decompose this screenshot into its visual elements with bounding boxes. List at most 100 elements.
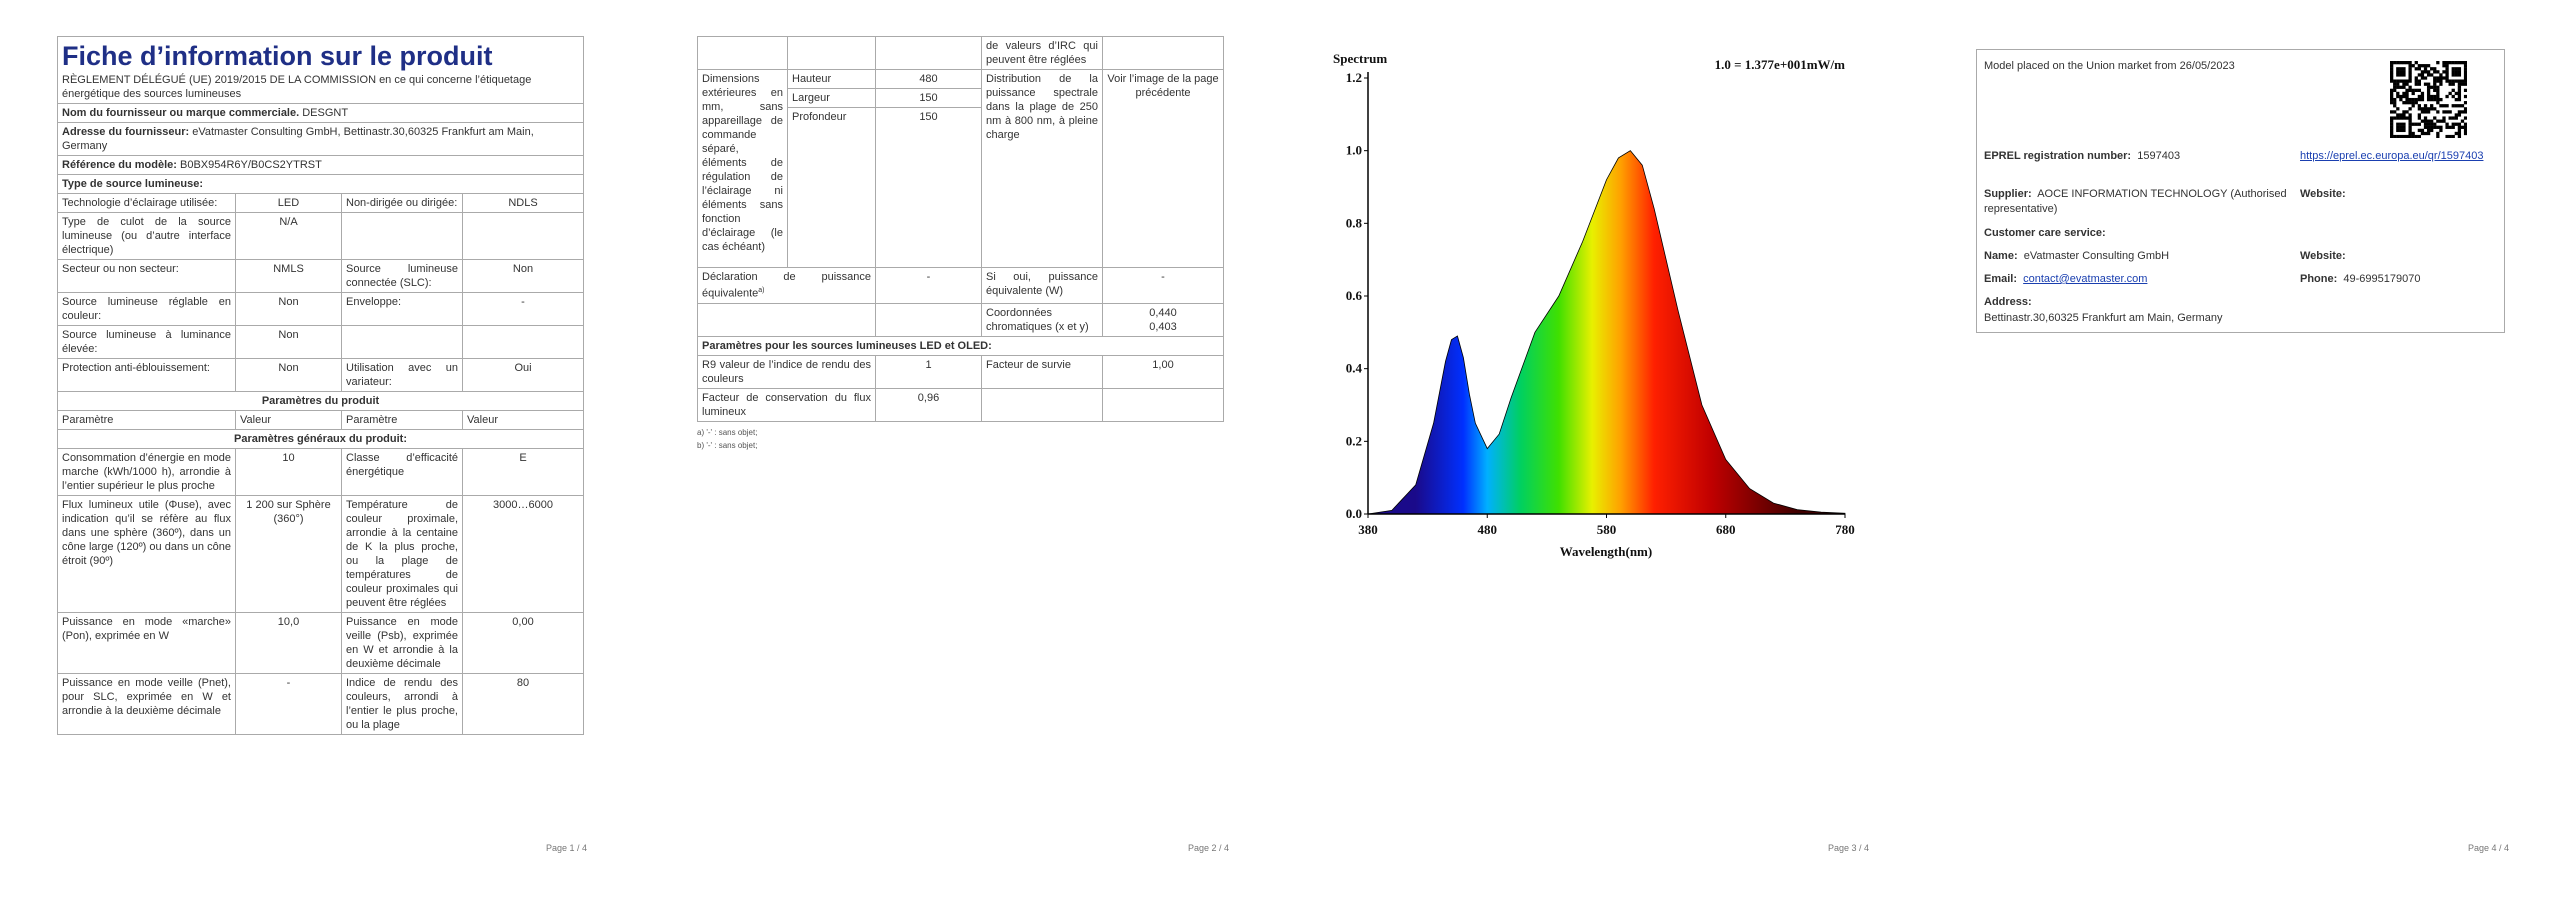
qr-module: [2417, 134, 2421, 138]
x-tick-label: 680: [1716, 522, 1736, 537]
qr-module: [2402, 128, 2406, 133]
qr-module: [2408, 125, 2412, 129]
qr-module: [2433, 70, 2437, 74]
qr-module: [2439, 125, 2443, 129]
y-tick-label: 0.8: [1346, 215, 1363, 230]
qr-module: [2433, 88, 2437, 92]
qr-module: [2417, 122, 2421, 126]
cell: R9 valeur de l’indice de rendu des coule…: [697, 354, 876, 389]
qr-module: [2393, 104, 2397, 108]
qr-module: [2390, 67, 2394, 71]
qr-module: [2426, 91, 2431, 96]
qr-module: [2417, 94, 2421, 99]
qr-module: [2411, 97, 2415, 102]
qr-module: [2393, 61, 2397, 65]
qr-module: [2460, 125, 2465, 129]
section-heading: Type de source lumineuse:: [57, 174, 584, 194]
cell: [875, 302, 982, 337]
qr-module: [2445, 122, 2449, 126]
qr-module: [2402, 85, 2406, 89]
qr-module: [2436, 76, 2440, 80]
qr-module: [2457, 94, 2462, 99]
qr-module: [2463, 82, 2467, 86]
cell: 10: [235, 448, 342, 496]
qr-module: [2445, 61, 2449, 65]
cell: [1102, 36, 1224, 70]
qr-module: [2457, 73, 2462, 77]
footnote: b) '-' : sans objet;: [697, 440, 758, 450]
qr-module: [2393, 82, 2397, 86]
qr-module: [2417, 128, 2421, 133]
qr-module: [2463, 73, 2467, 77]
qr-module: [2402, 70, 2406, 74]
value: AOCE INFORMATION TECHNOLOGY (Authorised …: [1984, 188, 2287, 215]
qr-module: [2445, 79, 2449, 83]
qr-module: [2402, 125, 2406, 129]
qr-module: [2463, 110, 2467, 114]
qr-module: [2439, 97, 2443, 102]
label: Adresse du fournisseur:: [62, 126, 190, 138]
qr-module: [2402, 116, 2406, 120]
cell: NMLS: [235, 259, 342, 293]
qr-module: [2402, 61, 2406, 65]
qr-module: [2426, 88, 2431, 92]
qr-module: [2448, 79, 2452, 83]
qr-module: [2445, 125, 2449, 129]
qr-module: [2423, 125, 2428, 129]
scale-note: 1.0 = 1.377e+001mW/m: [1715, 57, 1846, 72]
qr-module: [2396, 67, 2400, 71]
label: Website:: [2300, 188, 2346, 200]
page-number: Page 3 / 4: [1828, 843, 1870, 853]
qr-module: [2448, 125, 2452, 129]
qr-module: [2463, 116, 2467, 120]
qr-module: [2439, 76, 2443, 80]
label: Déclaration de puissance équivalente: [702, 271, 871, 300]
cell: Largeur: [787, 88, 876, 108]
qr-module: [2433, 125, 2437, 129]
qr-module: [2393, 116, 2397, 120]
value: 49-6995179070: [2343, 273, 2421, 285]
qr-module: [2457, 70, 2462, 74]
qr-module: [2402, 122, 2406, 126]
qr-module: [2433, 122, 2437, 126]
qr-module: [2402, 94, 2406, 99]
qr-module: [2436, 97, 2440, 102]
qr-module: [2405, 134, 2409, 138]
qr-module: [2454, 131, 2458, 136]
qr-module: [2390, 64, 2394, 68]
cell: Oui: [462, 358, 584, 392]
cell: Température de couleur proximale, arrond…: [341, 495, 463, 613]
qr-module: [2433, 76, 2437, 80]
qr-module: [2405, 101, 2409, 105]
qr-module: [2420, 70, 2425, 74]
email-link[interactable]: contact@evatmaster.com: [2023, 273, 2148, 285]
cell: Coordonnées chromatiques (x et y): [981, 302, 1103, 337]
cell: Facteur de survie: [981, 354, 1103, 389]
qr-module: [2405, 116, 2409, 120]
qr-module: [2423, 116, 2428, 120]
qr-module: [2390, 134, 2394, 138]
label: Website:: [2300, 250, 2346, 262]
qr-module: [2417, 64, 2421, 68]
qr-module: [2396, 61, 2400, 65]
cell: Non: [235, 358, 342, 392]
qr-module: [2405, 61, 2409, 65]
qr-module: [2436, 70, 2440, 74]
qr-module: [2399, 79, 2403, 83]
qr-module: [2457, 134, 2462, 138]
row: Puissance en mode veille (Pnet), pour SL…: [57, 673, 584, 735]
qr-module: [2396, 79, 2400, 83]
qr-module: [2460, 79, 2465, 83]
qr-module: [2445, 104, 2449, 108]
qr-module: [2411, 88, 2415, 92]
qr-module: [2402, 82, 2406, 86]
qr-module: [2445, 94, 2449, 99]
qr-module: [2393, 79, 2397, 83]
qr-module: [2436, 110, 2440, 114]
qr-module: [2451, 61, 2455, 65]
eprel-link[interactable]: https://eprel.ec.europa.eu/qr/1597403: [2300, 150, 2484, 162]
x-tick-label: 780: [1835, 522, 1855, 537]
qr-module: [2430, 85, 2434, 89]
qr-module: [2463, 125, 2467, 129]
cell: [1102, 387, 1224, 422]
